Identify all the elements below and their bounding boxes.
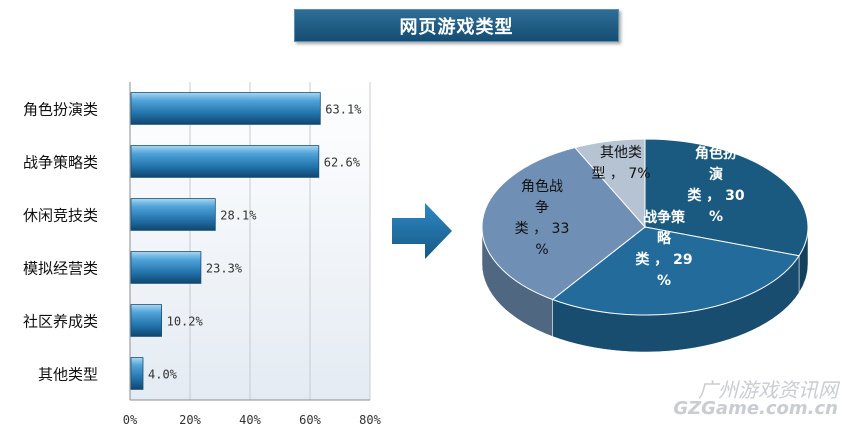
pie-slice-label: 其他类型 ， 7%	[591, 145, 650, 182]
bar	[130, 198, 216, 231]
x-tick-label: 60%	[299, 413, 321, 427]
y-category-label: 角色扮演类	[23, 101, 98, 119]
bar-value-label: 28.1%	[220, 209, 257, 223]
bar	[130, 304, 163, 337]
pie-slice-label: 角色扮演类 ， 30%	[687, 145, 744, 225]
x-tick-label: 0%	[123, 413, 138, 427]
pie-slice-label: 角色战争类 ， 33%	[515, 178, 570, 258]
pie-chart: 角色扮演类 ， 30 %战争策略类 ， 29 % 角色战争类 ， 33 % 其他类型 ， …	[481, 138, 809, 353]
bar-value-label: 10.2%	[167, 315, 204, 329]
pie-slice	[551, 226, 800, 316]
bar-chart: 0% 20% 40% 60% 80% 角色扮演类 63.1% 战争策略类 62.6% 休闲竞技类 2…	[23, 82, 382, 427]
bar-value-label: 4.0%	[148, 368, 178, 382]
bar	[130, 92, 321, 125]
x-tick-label: 40%	[239, 413, 261, 427]
bar-value-label: 23.3%	[206, 262, 243, 276]
pie-slice	[574, 138, 646, 229]
y-category-label: 其他类型	[38, 366, 98, 384]
watermark-url: GZGame.com.cn	[673, 398, 838, 419]
bar	[130, 357, 144, 390]
y-category-label: 休闲竞技类	[23, 207, 98, 225]
arrow-right-icon	[392, 203, 452, 259]
bar	[130, 251, 202, 284]
bar-value-label: 62.6%	[324, 156, 361, 170]
x-tick-label: 80%	[359, 413, 381, 427]
pie-slice	[481, 146, 646, 301]
bar-value-label: 63.1%	[325, 103, 362, 117]
watermark-text: 广州游戏资讯网	[698, 378, 838, 402]
pie-slice-label: 战争策略类 ， 29%	[635, 209, 692, 289]
bar	[130, 145, 320, 178]
chart-title: 网页游戏类型	[294, 9, 619, 42]
x-tick-label: 20%	[179, 413, 201, 427]
pie-slice	[644, 138, 809, 257]
y-category-label: 战争策略类	[23, 154, 98, 172]
y-category-label: 社区养成类	[23, 313, 98, 331]
y-category-label: 模拟经营类	[23, 260, 98, 278]
